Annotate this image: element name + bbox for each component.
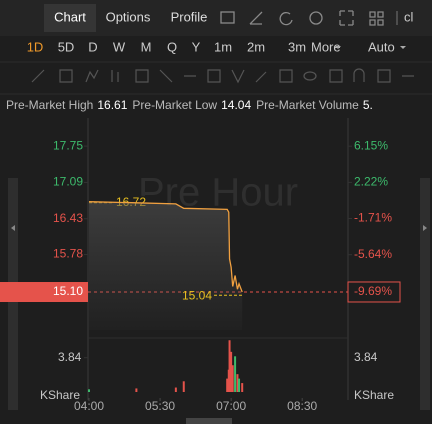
y2-tick-label: -9.69% <box>354 284 392 298</box>
tab[interactable]: Options <box>106 9 151 24</box>
info-value: 16.61 <box>97 98 127 112</box>
info-label: Pre-Market Low <box>132 98 217 112</box>
volume-bar <box>226 378 229 392</box>
volume-bar <box>230 351 233 392</box>
x-tick-label: 08:30 <box>287 399 317 413</box>
info-row: Pre-Market High 16.61 Pre-Market Low 14.04 P… <box>6 98 373 112</box>
dropdown-arrow <box>335 46 341 49</box>
scale-mode[interactable]: Auto <box>368 39 395 54</box>
period[interactable]: D <box>88 39 97 54</box>
last-price-box <box>0 282 88 303</box>
volume-bar <box>228 340 231 392</box>
icon[interactable] <box>249 11 263 25</box>
volume-bar <box>231 365 234 392</box>
icon[interactable] <box>220 11 235 24</box>
icon[interactable] <box>279 11 293 26</box>
last-pct-box <box>347 281 401 303</box>
volume-tick-label: 3.84 <box>58 350 82 364</box>
period[interactable]: M <box>141 39 152 54</box>
scroll-thumb[interactable] <box>186 418 232 424</box>
y-tick-label: 17.09 <box>53 175 83 189</box>
period[interactable]: 1D <box>27 39 44 54</box>
volume-tick-label: 3.84 <box>354 350 378 364</box>
y2-tick-label: -5.64% <box>354 247 392 261</box>
tab[interactable]: Profile <box>171 9 208 24</box>
icon[interactable] <box>309 11 323 25</box>
volume-bar <box>236 374 239 392</box>
icon[interactable] <box>339 10 354 26</box>
y2-tick-label: -1.71% <box>354 211 392 225</box>
period[interactable]: 3m <box>288 39 306 54</box>
volume-bar <box>238 378 241 392</box>
y-tick-label: 17.75 <box>53 138 83 152</box>
handle-arrow <box>11 225 15 231</box>
dropdown-arrow <box>400 46 406 49</box>
x-tick-label: 05:30 <box>145 399 175 413</box>
period[interactable]: Q <box>167 39 177 54</box>
y-tick-label: 15.78 <box>53 247 83 261</box>
period[interactable]: 1m <box>214 39 232 54</box>
period[interactable]: 5D <box>58 39 75 54</box>
tab-extra[interactable]: cl <box>404 9 414 24</box>
period[interactable]: W <box>113 39 126 54</box>
price-line <box>88 201 243 293</box>
period[interactable]: 2m <box>247 39 265 54</box>
volume-bar <box>234 356 237 392</box>
handle-arrow <box>423 225 427 231</box>
right-handle[interactable] <box>420 178 430 410</box>
low-label: 15.04 <box>182 288 212 302</box>
volume-bar <box>182 381 185 392</box>
period[interactable]: Y <box>192 39 201 54</box>
period[interactable]: More <box>311 39 341 54</box>
x-tick-label: 04:00 <box>74 399 104 413</box>
tool-icons[interactable] <box>31 68 414 84</box>
volume-bar <box>88 389 90 392</box>
info-label: Pre-Market High <box>6 98 93 112</box>
volume-unit: KShare <box>40 388 80 402</box>
info-value: 5. <box>363 98 373 112</box>
icon[interactable] <box>369 11 384 26</box>
volume-bar <box>174 387 177 392</box>
y-tick-label: 15.10 <box>53 284 83 298</box>
tab[interactable]: Chart <box>54 9 86 24</box>
volume-bar <box>135 388 138 392</box>
info-value: 14.04 <box>221 98 251 112</box>
tab-active <box>44 4 96 32</box>
y2-tick-label: 2.22% <box>354 175 388 189</box>
price-area <box>89 201 243 330</box>
volume-unit: KShare <box>354 388 394 402</box>
tab-icons <box>220 10 398 26</box>
period-bar: 1D 5D D W M Q Y 1m 2m 3m More <box>27 39 341 54</box>
drawing-toolbar <box>31 68 414 84</box>
y2-tick-label: 6.15% <box>354 138 388 152</box>
y-tick-label: 16.43 <box>53 211 83 225</box>
volume-bar <box>241 383 244 392</box>
x-tick-label: 07:00 <box>216 399 246 413</box>
info-label: Pre-Market Volume <box>256 98 359 112</box>
